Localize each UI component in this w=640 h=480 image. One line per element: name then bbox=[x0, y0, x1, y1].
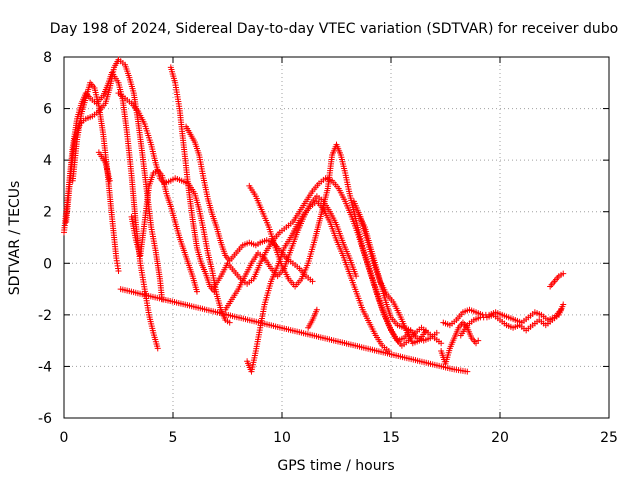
data-point bbox=[464, 368, 471, 375]
y-tick-label: 6 bbox=[43, 102, 52, 118]
plot-frame bbox=[63, 56, 610, 419]
data-point bbox=[475, 337, 482, 344]
x-tick-label: 0 bbox=[60, 430, 69, 446]
y-tick-label: 0 bbox=[43, 256, 52, 272]
x-tick-label: 5 bbox=[169, 430, 178, 446]
data-point bbox=[313, 306, 320, 313]
data-point bbox=[309, 278, 316, 285]
x-axis-label: GPS time / hours bbox=[277, 458, 394, 474]
x-tick-label: 10 bbox=[273, 430, 291, 446]
data-point bbox=[438, 340, 445, 347]
y-tick-label: -6 bbox=[38, 411, 52, 427]
x-tick-label: 15 bbox=[382, 430, 400, 446]
data-point bbox=[154, 345, 161, 352]
grid-lines bbox=[64, 57, 609, 418]
y-tick-label: 4 bbox=[43, 153, 52, 169]
data-points bbox=[61, 56, 567, 375]
y-tick-label: -2 bbox=[38, 308, 52, 324]
y-tick-label: 8 bbox=[43, 50, 52, 66]
data-point bbox=[115, 268, 122, 275]
data-point bbox=[226, 319, 233, 326]
y-tick-label: -4 bbox=[38, 359, 52, 375]
x-tick-label: 25 bbox=[600, 430, 618, 446]
chart-title: Day 198 of 2024, Sidereal Day-to-day VTE… bbox=[50, 21, 618, 37]
data-point bbox=[353, 273, 360, 280]
data-point bbox=[193, 288, 200, 295]
x-tick-label: 20 bbox=[491, 430, 509, 446]
y-axis-label: SDTVAR / TECUs bbox=[7, 181, 23, 296]
data-point bbox=[211, 288, 218, 295]
axis-ticks: 0 5 10 15 20 25 -6 -4 -2 0 2 4 6 8 bbox=[38, 50, 618, 446]
data-point bbox=[106, 177, 113, 184]
data-point bbox=[422, 327, 429, 334]
data-point bbox=[433, 329, 440, 336]
data-point bbox=[560, 270, 567, 277]
y-tick-label: 2 bbox=[43, 205, 52, 221]
data-point bbox=[560, 301, 567, 308]
